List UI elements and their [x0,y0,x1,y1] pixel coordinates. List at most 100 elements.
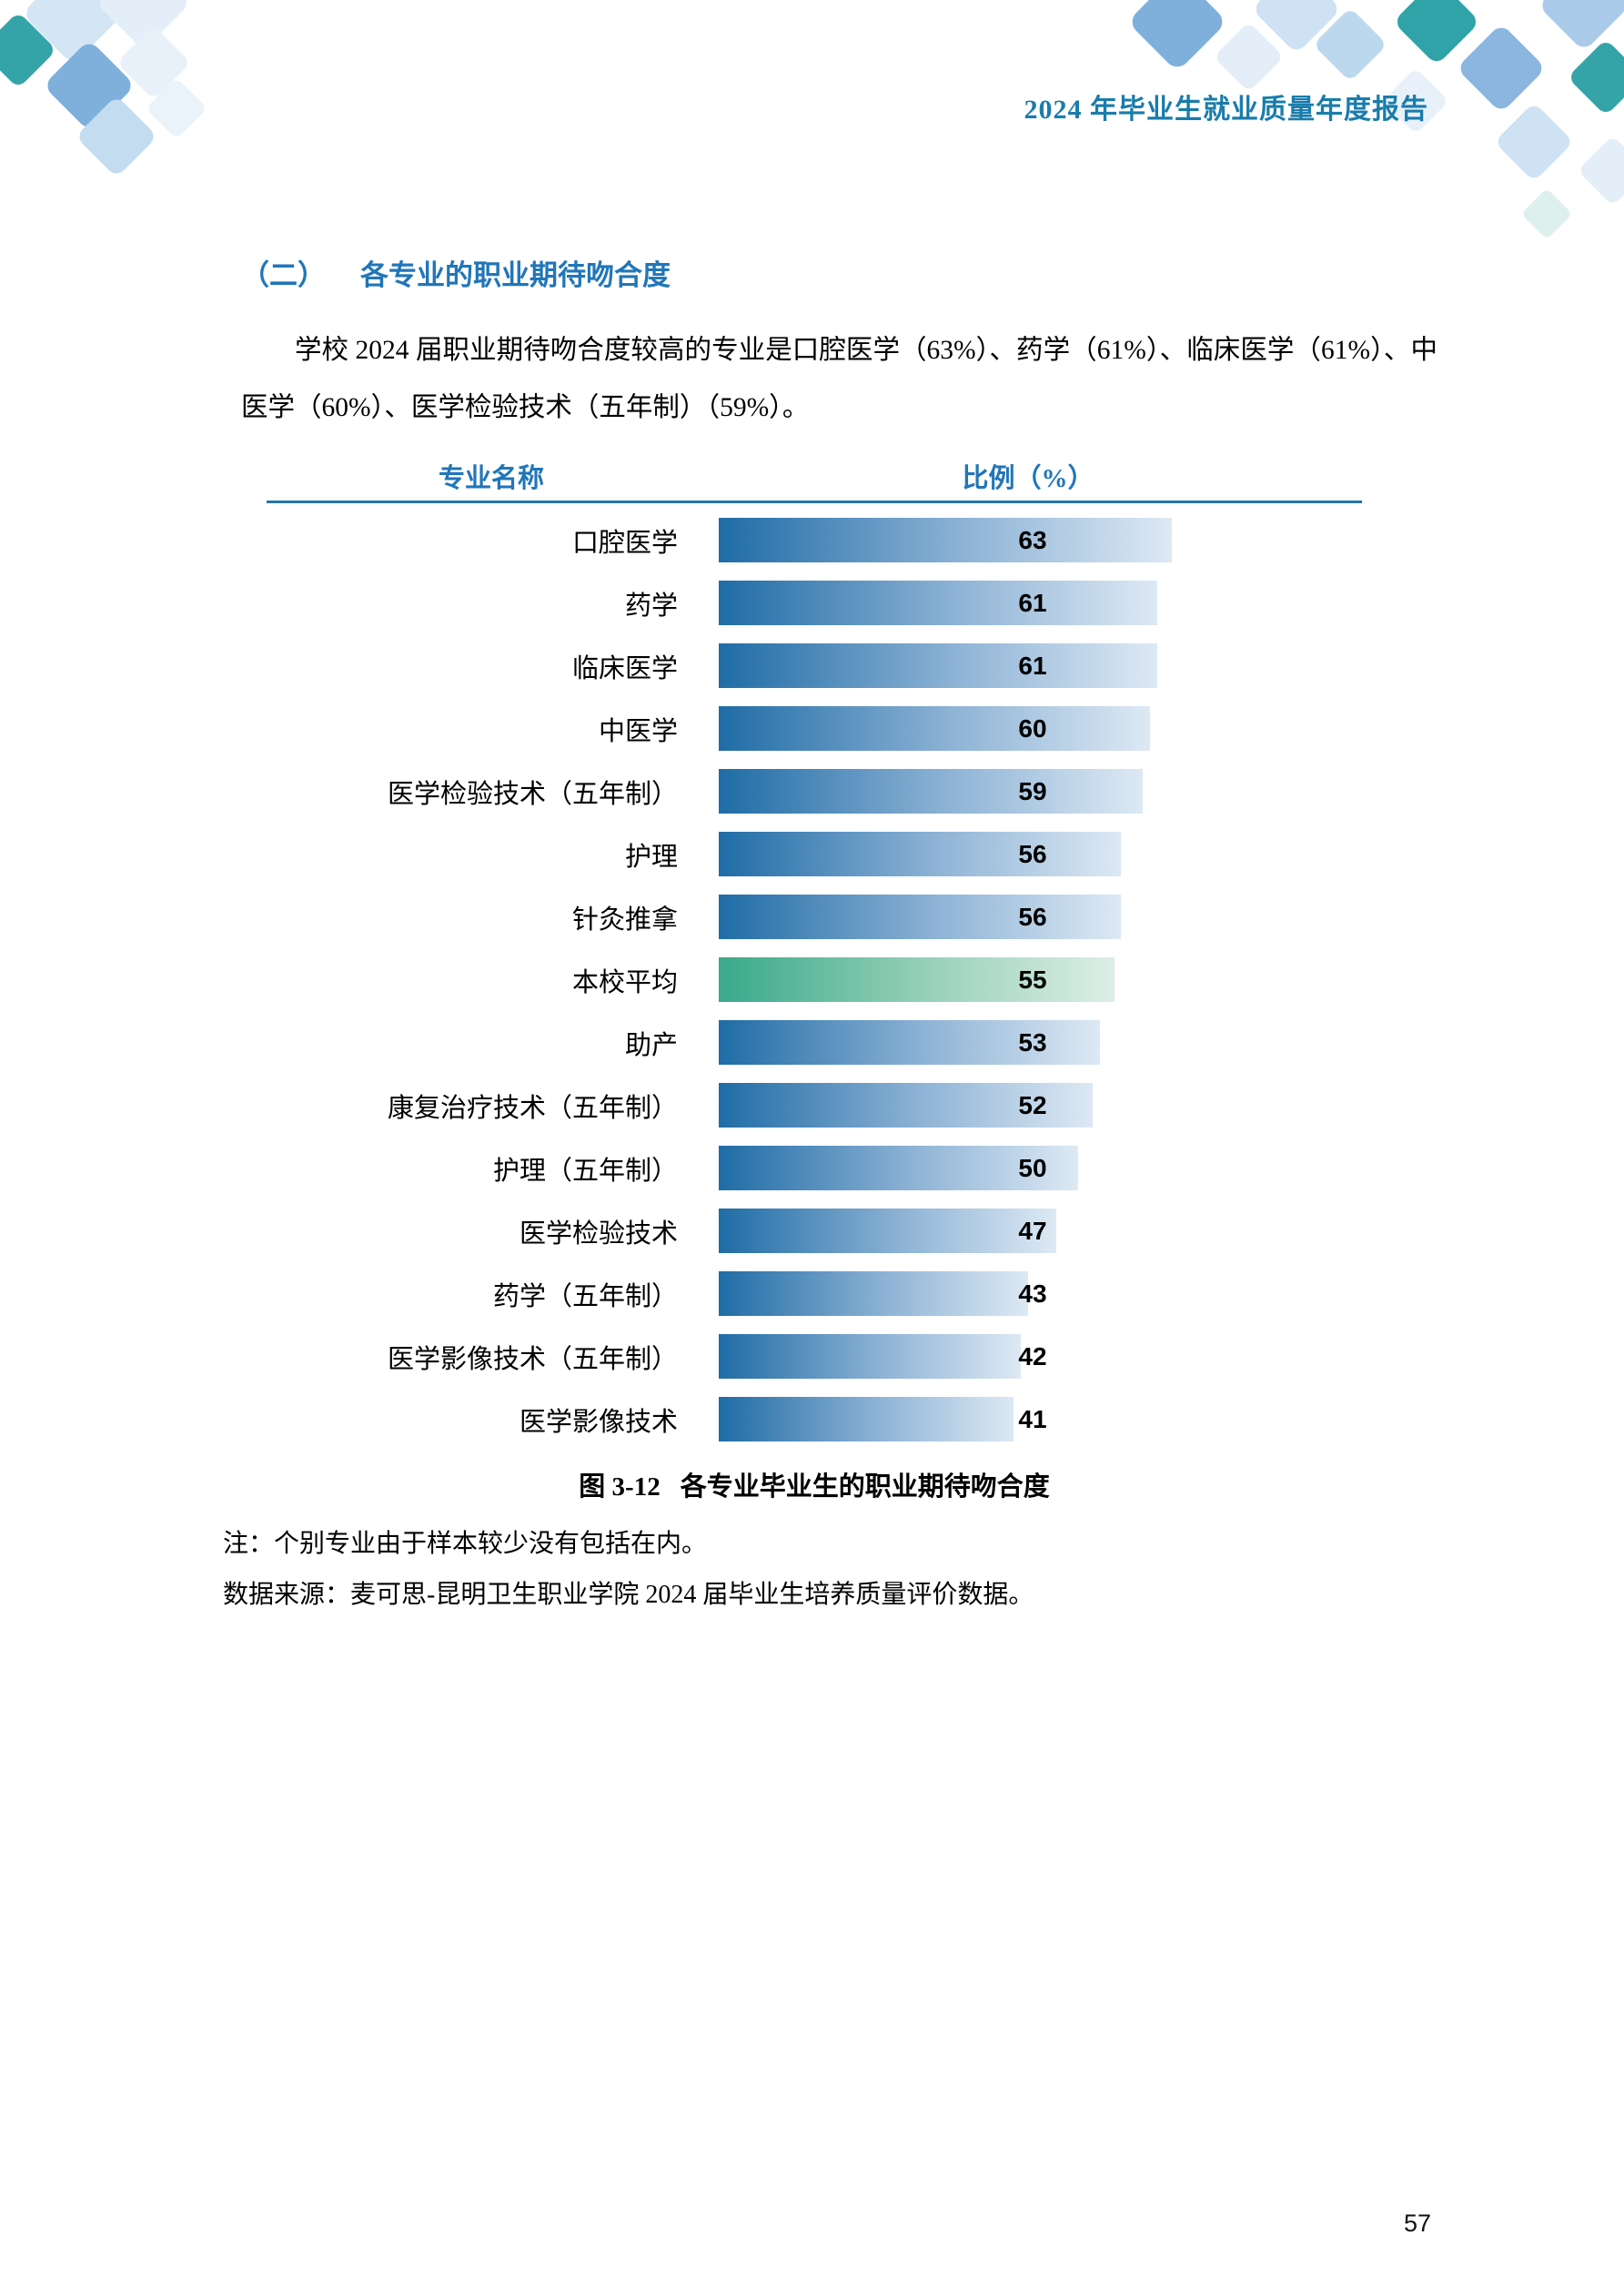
chart-row-label: 药学 [624,591,678,621]
page-number: 57 [1403,2210,1431,2237]
chart-row: 医学影像技术（五年制） 42 [223,1325,1437,1388]
chart-bar-value: 55 [1018,966,1047,994]
chart-bar [719,518,1172,562]
chart-bar-value: 47 [1018,1217,1047,1245]
chart-divider-line [267,501,1362,503]
chart-row-label: 护理（五年制） [492,1156,678,1186]
chart-bar-area: 59 [719,769,1437,814]
expectation-match-chart: 专业名称 比例（%） 口腔医学 63 药学 61 临床医学 61 中医学 60 医学检验技术（五… [223,457,1437,1451]
chart-bar [719,581,1157,625]
chart-bar [719,1020,1100,1065]
chart-bar [719,1397,1014,1441]
chart-bar-highlight [719,957,1115,1002]
chart-row: 药学 61 [223,571,1437,634]
section-heading: （二） 各专业的职业期待吻合度 [223,257,1437,295]
chart-bar-area: 56 [719,832,1437,876]
chart-row: 针灸推拿 56 [223,885,1437,948]
source-text: 数据来源：麦可思-昆明卫生职业学院 2024 届毕业生培养质量评价数据。 [223,1581,1034,1609]
chart-bar-value: 50 [1018,1154,1047,1182]
chart-bar-area: 41 [719,1397,1437,1441]
chart-column-headers: 专业名称 比例（%） [223,457,1437,495]
decor-diamond [1456,23,1547,114]
decor-diamond [1567,38,1624,116]
chart-row: 医学检验技术 47 [223,1199,1437,1262]
chart-bar-value: 63 [1018,526,1047,554]
chart-bar-area: 63 [719,518,1437,562]
section-title: 各专业的职业期待吻合度 [360,259,671,291]
chart-bar-area: 55 [719,957,1437,1002]
chart-row-label: 临床医学 [571,653,678,683]
chart-bar-value: 56 [1018,840,1047,868]
chart-row: 护理 56 [223,823,1437,885]
chart-bar-area: 42 [719,1334,1437,1379]
chart-row-label: 中医学 [598,716,678,746]
chart-row-label: 护理 [624,842,678,872]
chart-col-header-ratio: 比例（%） [962,464,1094,493]
chart-row-label: 助产 [624,1030,678,1060]
chart-row: 医学影像技术 41 [223,1388,1437,1451]
decor-diamond [1494,102,1574,182]
chart-bar [719,895,1121,939]
chart-bar [719,706,1150,751]
main-content: （二） 各专业的职业期待吻合度 学校 2024 届职业期待吻合度较高的专业是口腔医… [223,257,1437,1611]
report-title-header: 2024 年毕业生就业质量年度报告 [1024,95,1428,125]
decor-diamond [1577,135,1624,207]
chart-bar-value: 52 [1018,1091,1047,1119]
chart-row-label: 康复治疗技术（五年制） [387,1093,678,1123]
chart-bar-value: 43 [1018,1279,1047,1308]
chart-bar-value: 59 [1018,777,1047,805]
chart-row: 药学（五年制） 43 [223,1262,1437,1325]
chart-row: 医学检验技术（五年制） 59 [223,760,1437,823]
chart-bar [719,1083,1093,1128]
chart-bar-area: 52 [719,1083,1437,1128]
chart-bar [719,1334,1021,1379]
chart-row: 康复治疗技术（五年制） 52 [223,1074,1437,1137]
chart-bar-value: 61 [1018,652,1047,680]
note-text: 注：个别专业由于样本较少没有包括在内。 [223,1530,708,1558]
chart-row: 护理（五年制） 50 [223,1137,1437,1199]
figure-caption: 图 3-12 各专业毕业生的职业期待吻合度 [267,1465,1362,1503]
chart-row-label: 医学检验技术（五年制） [387,779,678,809]
chart-bar-value: 41 [1018,1405,1047,1433]
chart-bar-area: 56 [719,895,1437,939]
chart-rows: 口腔医学 63 药学 61 临床医学 61 中医学 60 医学检验技术（五年制） 59 护理 56 针灸… [223,509,1437,1451]
chart-bar-area: 61 [719,643,1437,688]
chart-row: 临床医学 61 [223,634,1437,697]
chart-row-label: 医学检验技术 [519,1219,678,1249]
decor-diamond [1213,21,1285,93]
chart-bar [719,643,1157,688]
chart-row-label: 针灸推拿 [571,905,678,935]
chart-bar [719,832,1121,876]
section-number: （二） [241,259,326,291]
chart-bar-value: 61 [1018,589,1047,617]
chart-bar-area: 53 [719,1020,1437,1065]
chart-bar [719,769,1143,814]
figure-title: 各专业毕业生的职业期待吻合度 [680,1472,1050,1502]
chart-row-label: 药学（五年制） [492,1281,678,1311]
figure-number: 图 3-12 [579,1472,661,1502]
decor-diamond [1520,187,1573,240]
chart-bar-area: 50 [719,1146,1437,1190]
chart-row-label: 口腔医学 [571,528,678,558]
chart-bar [719,1146,1078,1190]
chart-row: 口腔医学 63 [223,509,1437,571]
chart-bar-value: 53 [1018,1028,1047,1057]
chart-bar [719,1209,1056,1253]
decor-diamond [1126,0,1228,73]
chart-bar-value: 56 [1018,903,1047,931]
chart-row: 中医学 60 [223,697,1437,760]
chart-row-label: 本校平均 [571,967,678,997]
chart-row-label: 医学影像技术（五年制） [387,1344,678,1374]
chart-bar-area: 43 [719,1271,1437,1316]
chart-bar-value: 60 [1018,714,1047,743]
chart-bar-area: 60 [719,706,1437,751]
chart-bar-area: 47 [719,1209,1437,1253]
chart-row-label: 医学影像技术 [519,1407,678,1437]
body-paragraph: 学校 2024 届职业期待吻合度较高的专业是口腔医学（63%）、药学（61%）、… [241,336,1437,422]
chart-row: 助产 53 [223,1011,1437,1074]
chart-bar-area: 61 [719,581,1437,625]
chart-col-header-major: 专业名称 [438,464,544,493]
chart-row: 本校平均 55 [223,948,1437,1011]
chart-bar [719,1271,1028,1316]
